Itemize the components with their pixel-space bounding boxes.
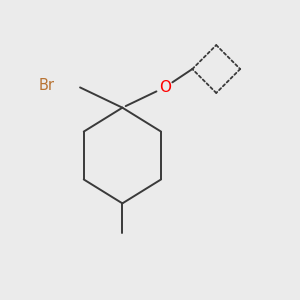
Text: Br: Br bbox=[38, 78, 54, 93]
Text: O: O bbox=[159, 80, 171, 95]
